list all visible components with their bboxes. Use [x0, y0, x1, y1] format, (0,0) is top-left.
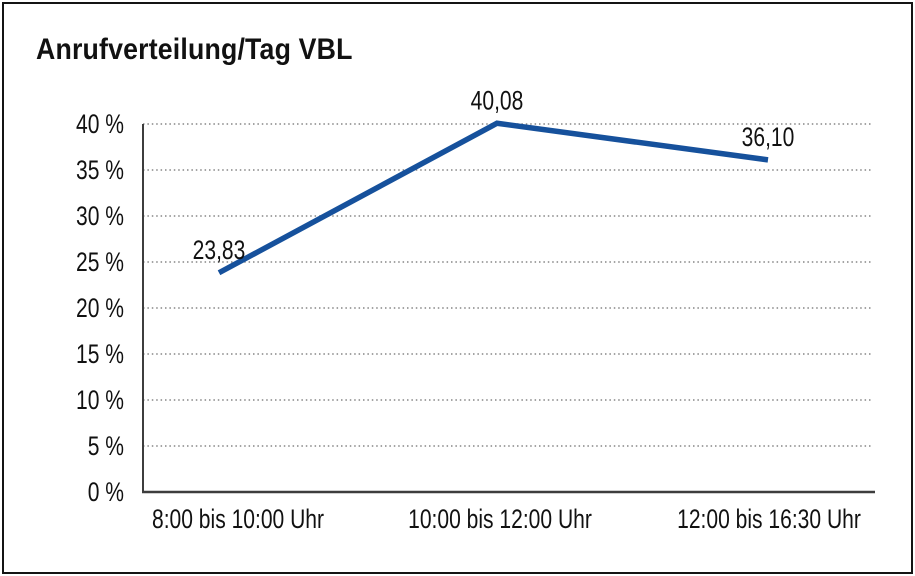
- data-label: 40,08: [471, 86, 524, 116]
- y-tick-label: 10 %: [76, 386, 124, 416]
- y-tick-label: 0 %: [88, 478, 124, 508]
- data-label: 36,10: [742, 122, 795, 152]
- chart-title: Anrufverteilung/Tag VBL: [36, 33, 353, 66]
- data-label: 23,83: [193, 235, 246, 265]
- y-tick-label: 20 %: [76, 294, 124, 324]
- y-tick-label: 30 %: [76, 202, 124, 232]
- line-chart: 0 % 5 % 10 % 15 % 20 % 25 % 30 % 35 % 40 % 8:00 b…: [76, 86, 875, 535]
- y-tick-label: 15 %: [76, 340, 124, 370]
- y-tick-label: 5 %: [88, 432, 124, 462]
- data-series-line: [217, 120, 769, 276]
- x-tick-label: 12:00 bis 16:30 Uhr: [677, 505, 861, 535]
- y-tick-label: 40 %: [76, 110, 124, 140]
- x-tick-label: 10:00 bis 12:00 Uhr: [408, 505, 592, 535]
- y-tick-label: 25 %: [76, 248, 124, 278]
- y-tick-label: 35 %: [76, 156, 124, 186]
- x-tick-label: 8:00 bis 10:00 Uhr: [152, 505, 324, 535]
